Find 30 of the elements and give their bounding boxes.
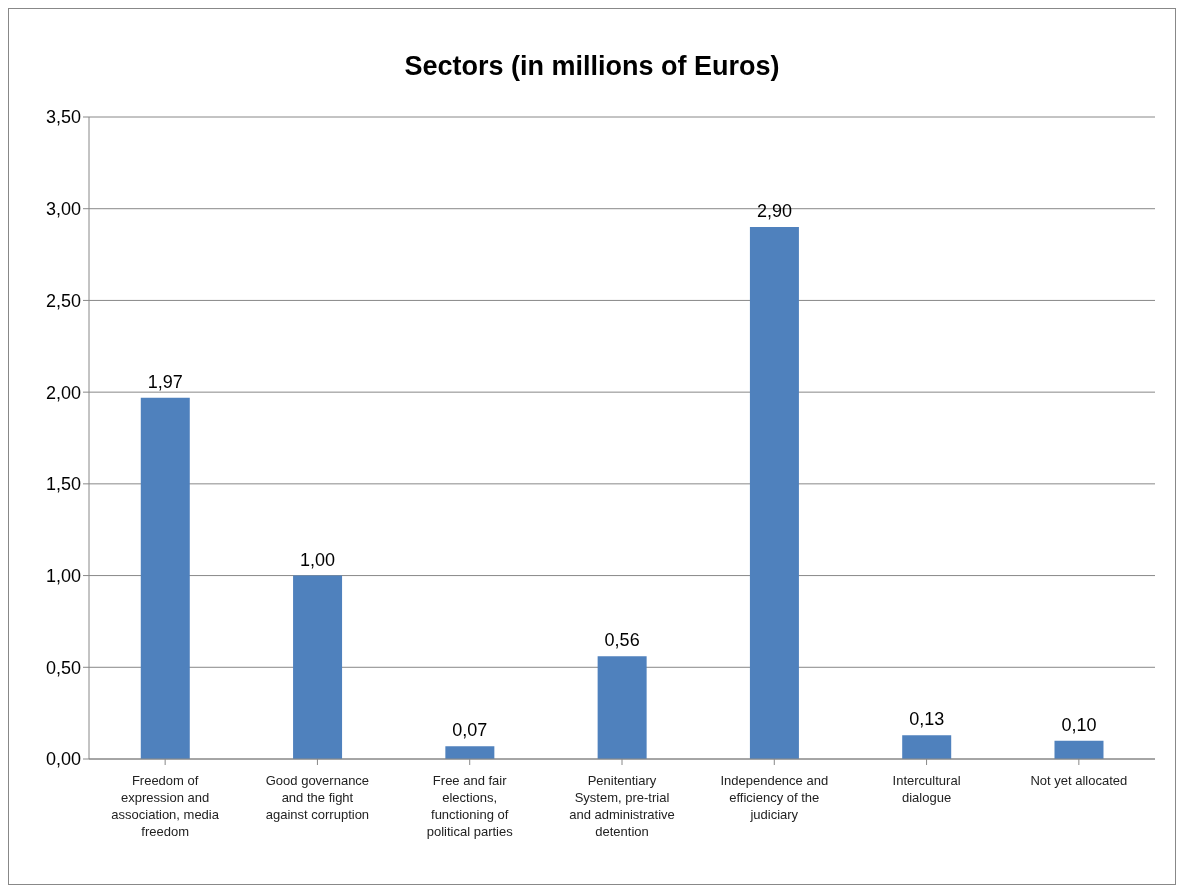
data-label: 0,13 (909, 709, 945, 730)
x-tick-label: Penitentiary System, pre-trial and administrative detention (569, 773, 675, 839)
data-label: 0,10 (1061, 714, 1097, 735)
data-label: 1,97 (147, 371, 183, 392)
x-tick-label: Intercultural dialogue (892, 773, 961, 805)
y-tick-label: 0,00 (45, 749, 81, 770)
y-tick-label: 2,50 (45, 290, 81, 311)
x-tick-label: Free and fair elections, functioning of political parties (426, 773, 514, 839)
data-label: 1,00 (300, 549, 336, 570)
y-tick-label: 1,00 (45, 565, 81, 586)
y-tick-label: 0,50 (45, 657, 81, 678)
x-tick-label: Not yet allocated (1030, 773, 1128, 788)
x-tick-label: Good governance and the fight against corruption (265, 773, 370, 822)
bar (140, 397, 190, 759)
data-label: 0,56 (604, 630, 640, 651)
chart-title: Sectors (in millions of Euros) (403, 51, 781, 82)
data-label: 0,07 (452, 720, 488, 741)
bar (293, 575, 343, 759)
data-label: 2,90 (756, 201, 792, 222)
bar (749, 227, 799, 759)
y-tick-label: 3,50 (45, 107, 81, 128)
x-tick-label: Independence and efficiency of the judiciary (720, 773, 829, 822)
bar (445, 746, 495, 759)
y-tick-label: 2,00 (45, 382, 81, 403)
bar (1054, 740, 1104, 759)
y-tick-label: 1,50 (45, 474, 81, 495)
x-tick-label: Freedom of expression and association, media freedom (111, 773, 220, 839)
bar (902, 735, 952, 759)
bar (597, 656, 647, 759)
y-tick-label: 3,00 (45, 199, 81, 220)
